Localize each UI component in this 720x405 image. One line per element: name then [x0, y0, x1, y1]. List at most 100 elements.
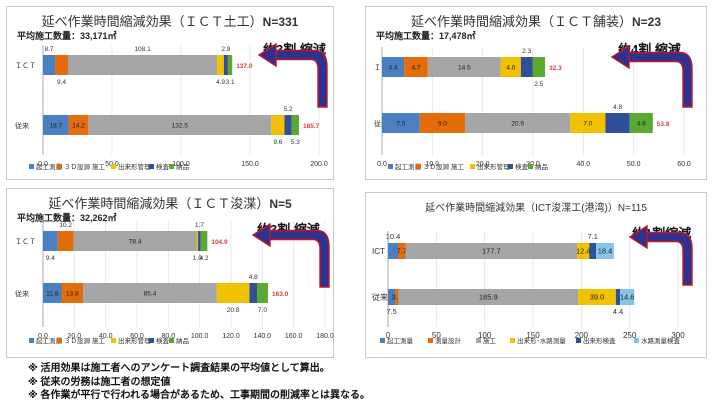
chart-subtitle: 平均施工数量：33,171㎡ — [17, 31, 117, 41]
legend-swatch — [416, 164, 421, 169]
reduction-arrow-icon — [627, 51, 693, 108]
data-label: 2.9 — [221, 46, 230, 53]
legend-label: 起工測量 — [36, 162, 63, 171]
data-label: 14.2 — [72, 123, 85, 130]
legend-swatch — [510, 338, 515, 343]
legend-label: 出来形管理 — [118, 162, 151, 171]
category-label: 従来 — [374, 119, 388, 128]
data-label: 10.4 — [386, 232, 401, 241]
x-tick-label: 140.0 — [254, 333, 272, 340]
bar-segment — [43, 283, 62, 303]
chart-title: 延べ作業時間縮減効果（ICT浚渫工(港湾)）N=115 — [366, 199, 706, 214]
legend-label: 納品 — [535, 162, 548, 171]
bar-segment — [500, 57, 521, 77]
category-label: ＩＣＴ — [15, 238, 36, 246]
arrow-head-icon — [251, 222, 271, 248]
bar-segment — [291, 115, 299, 135]
bar-segment — [382, 113, 420, 133]
bar-segment — [73, 231, 197, 251]
data-label: 7.7 — [397, 247, 407, 256]
data-label: 20.8 — [227, 307, 240, 314]
legend-label: 出来形管理 — [118, 336, 151, 345]
data-label: 10.2 — [59, 222, 72, 229]
chart-title-text: 延べ作業時間縮減効果（ＩＣＴ舗装） — [410, 14, 632, 29]
chart-title-n: N=23 — [631, 15, 662, 29]
data-label: 3.1 — [226, 79, 235, 86]
bar-segment — [43, 231, 58, 251]
bar-segment — [620, 289, 635, 305]
data-label: 2.5 — [534, 81, 543, 88]
legend-swatch — [111, 338, 116, 343]
bar-segment — [532, 57, 546, 77]
data-label: 20.9 — [511, 121, 524, 128]
bar-segment — [227, 55, 233, 75]
category-label: 従来 — [15, 289, 29, 298]
bar-segment — [596, 243, 614, 259]
data-label: 12.4 — [576, 247, 591, 256]
footnotes: ※ 活用効果は施工者へのアンケート調査結果の平均値として算出。 ※ 従来の労務は… — [28, 362, 370, 403]
legend-label: ３Ｄ設計 — [423, 162, 450, 171]
data-label: 9.0 — [438, 121, 447, 128]
x-tick-label: 300 — [671, 331, 685, 340]
legend-swatch — [634, 338, 639, 343]
bar-segment — [249, 283, 258, 303]
x-tick-label: 10.0 — [426, 161, 440, 168]
x-tick-label: 150.0 — [241, 161, 259, 168]
bar-segment — [216, 283, 250, 303]
legend-label: 納品 — [176, 162, 189, 171]
data-label: 177.7 — [482, 247, 501, 256]
legend-label: 施工 — [92, 336, 106, 345]
arrow-head-icon — [610, 44, 630, 70]
bar-segment — [395, 289, 399, 305]
legend-swatch — [388, 164, 393, 169]
data-label: 18.4 — [598, 247, 613, 256]
data-label: 5.2 — [284, 106, 293, 113]
legend-swatch — [169, 338, 174, 343]
x-tick-label: 100.0 — [172, 161, 190, 168]
data-label: 4.8 — [249, 274, 258, 281]
chart-svg: 0.010.020.030.040.050.060.0ＩＣＴ4.44.714.5… — [374, 44, 693, 171]
x-tick-label: 40.0 — [577, 161, 591, 168]
legend-label: 出来形検査 — [583, 336, 616, 345]
bar-segment — [55, 55, 68, 75]
chart-title-text: 延べ作業時間縮減効果（ＩＣＴ浚渫） — [48, 196, 270, 211]
arrow-head-icon — [257, 42, 277, 68]
bar-segment — [398, 243, 406, 259]
legend-swatch — [149, 338, 154, 343]
legend-label: ３Ｄ設計 — [64, 162, 91, 171]
chart-svg: 0.050.0100.0150.0200.0ＩＣＴ8.79.4108.14.92… — [15, 42, 328, 171]
data-label: 18.7 — [50, 123, 63, 130]
x-tick-label: 20.0 — [68, 333, 82, 340]
data-label: 108.1 — [134, 46, 151, 53]
bar-segment — [271, 115, 285, 135]
bar-segment — [196, 231, 199, 251]
chart-svg: 0.0 20.0 40.0 60.0 80.0 100.0 120.0 140.0 160.0 1… — [15, 221, 334, 345]
legend-swatch — [29, 164, 34, 169]
chart-title: 延べ作業時間縮減効果（ＩＣＴ土工）N=331 — [7, 11, 333, 30]
data-label: 7.1 — [587, 232, 597, 241]
bar-segment — [88, 115, 272, 135]
reduction-arrow-icon — [268, 229, 330, 288]
chart-title-n: N=331 — [262, 15, 299, 29]
chart-title: 延べ作業時間縮減効果（ＩＣＴ舗装）N=23 — [366, 11, 706, 30]
bar-segment — [398, 289, 579, 305]
bar-segment — [83, 283, 217, 303]
data-label: 9.4 — [46, 255, 55, 262]
bar-segment — [405, 243, 578, 259]
data-label: 4.4 — [389, 65, 398, 72]
x-tick-label: 0.0 — [377, 161, 387, 168]
category-label: 従来 — [372, 292, 388, 302]
x-tick-label: 30.0 — [526, 161, 540, 168]
x-tick-label: 50 — [432, 331, 441, 340]
reduction-arrow-icon — [645, 231, 693, 286]
bar-segment — [388, 243, 399, 259]
legend-swatch — [476, 338, 481, 343]
bar-segment — [57, 231, 74, 251]
bar-segment — [589, 243, 597, 259]
chart-panel-ict-dredging-port: 延べ作業時間縮減効果（ICT浚渫工(港湾)）N=115 約1割縮減 050100… — [365, 192, 707, 358]
legend-label: 納品 — [176, 336, 189, 345]
legend-swatch — [470, 164, 475, 169]
category-label: 従来 — [15, 121, 29, 130]
legend-label: 検査 — [156, 336, 170, 345]
total-label: 185.7 — [303, 123, 320, 130]
